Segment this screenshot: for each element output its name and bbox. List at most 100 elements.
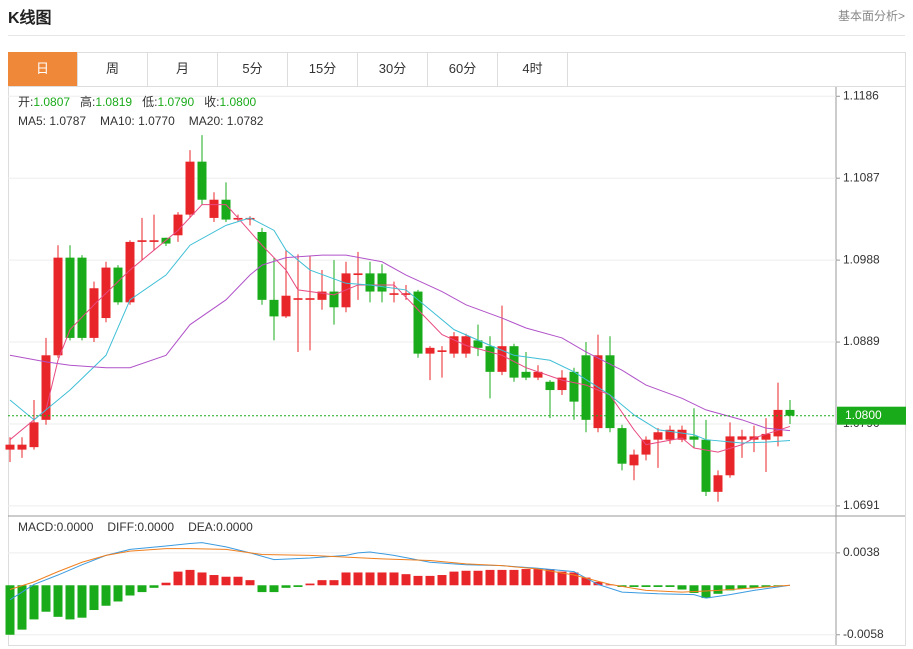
legend-entry: MA5: 1.0787 — [18, 114, 86, 128]
macd-bar — [221, 576, 231, 586]
macd-bar — [5, 585, 15, 635]
macd-bar — [641, 585, 651, 587]
macd-bar — [305, 583, 315, 586]
candle-body — [29, 422, 39, 448]
info-value: 1.0800 — [219, 95, 256, 109]
macd-bar — [245, 580, 255, 586]
candle-body — [365, 273, 375, 292]
macd-bar — [53, 585, 63, 617]
macd-bar — [449, 571, 459, 586]
info-label: 开: — [18, 95, 33, 109]
candle-body — [173, 214, 183, 236]
macd-bar — [17, 585, 27, 630]
ohlc-info: 开:1.0807 高:1.0819 低:1.0790 收:1.0800 — [18, 94, 257, 109]
candle-body — [5, 444, 15, 450]
macd-bar — [545, 569, 555, 586]
info-value: 1.0790 — [157, 95, 194, 109]
macd-bar — [149, 585, 159, 588]
candle-body — [605, 355, 615, 429]
candle-body — [269, 299, 279, 317]
indicator-line — [9, 217, 791, 444]
legend-entry: DEA:0.0000 — [188, 520, 253, 534]
candle-body — [569, 371, 579, 402]
macd-bar — [113, 585, 123, 602]
candle-body — [581, 355, 591, 420]
indicator-line — [9, 542, 791, 601]
macd-bar — [473, 570, 483, 586]
indicator-line — [9, 548, 791, 593]
candle-body — [677, 429, 687, 440]
info-label: 收: — [204, 95, 219, 109]
candle-body — [149, 240, 159, 242]
y-tick-label: 1.1087 — [843, 170, 880, 184]
candle-body — [209, 199, 219, 218]
macd-bar — [557, 571, 567, 586]
macd-bar — [173, 571, 183, 586]
macd-bar — [281, 585, 291, 588]
macd-bar — [161, 582, 171, 586]
y-tick-label: 1.1186 — [843, 88, 879, 102]
candle-body — [65, 257, 75, 338]
period-tabs: 日周月 5分 15分 30分 60分 4时 — [8, 52, 905, 87]
period-tab[interactable]: 5分 — [218, 52, 288, 86]
macd-bar — [317, 580, 327, 586]
candle-body — [701, 439, 711, 492]
macd-bar — [401, 574, 411, 586]
candle-body — [185, 161, 195, 215]
macd-bar — [677, 585, 687, 590]
period-tab[interactable]: 周 — [78, 52, 148, 86]
macd-bar — [629, 585, 639, 587]
last-price-label: 1.0800 — [845, 408, 882, 422]
info-value: 1.0807 — [33, 95, 70, 109]
macd-bar — [137, 585, 147, 593]
candle-body — [125, 241, 135, 303]
candle-body — [113, 267, 123, 303]
macd-bar — [257, 585, 267, 593]
fundamental-link[interactable]: 基本面分析> — [837, 9, 905, 23]
macd-bar — [101, 585, 111, 606]
macd-bar — [389, 572, 399, 586]
period-tab[interactable]: 日 — [8, 52, 78, 86]
candle-body — [53, 257, 63, 356]
candle-body — [257, 231, 267, 300]
macd-bar — [569, 572, 579, 586]
period-tab[interactable]: 月 — [148, 52, 218, 86]
candle-body — [785, 409, 795, 416]
candle-body — [449, 336, 459, 354]
candle-body — [281, 295, 291, 317]
y-tick-label: -0.0058 — [843, 627, 884, 641]
macd-bar — [197, 572, 207, 586]
macd-bar — [437, 575, 447, 586]
macd-bar — [293, 585, 303, 587]
macd-bar — [185, 569, 195, 586]
candle-body — [725, 436, 735, 476]
info-label: 高: — [80, 94, 95, 109]
candle-body — [41, 355, 51, 420]
macd-bar — [89, 585, 99, 611]
period-tab[interactable]: 60分 — [428, 52, 498, 86]
period-tab[interactable]: 4时 — [498, 52, 568, 86]
candle-body — [17, 444, 27, 450]
period-tab[interactable]: 30分 — [358, 52, 428, 86]
macd-bar — [425, 575, 435, 586]
period-tab[interactable]: 15分 — [288, 52, 358, 86]
candle-body — [653, 432, 663, 440]
last-price-box — [837, 406, 906, 425]
candle-body — [89, 288, 99, 338]
macd-bar — [377, 572, 387, 586]
macd-bar — [461, 570, 471, 586]
candle-body — [713, 475, 723, 492]
macd-bar — [701, 585, 711, 599]
candle-body — [533, 371, 543, 378]
legend-entry: MA10: 1.0770 — [100, 114, 175, 128]
candle-body — [737, 436, 747, 440]
macd-bar — [233, 576, 243, 586]
candle-body — [557, 377, 567, 391]
indicator-line — [9, 254, 791, 432]
info-value: 1.0819 — [95, 95, 132, 109]
macd-bar — [665, 585, 675, 587]
macd-bar — [533, 569, 543, 586]
candle-body — [77, 257, 87, 338]
macd-bar — [29, 585, 39, 620]
